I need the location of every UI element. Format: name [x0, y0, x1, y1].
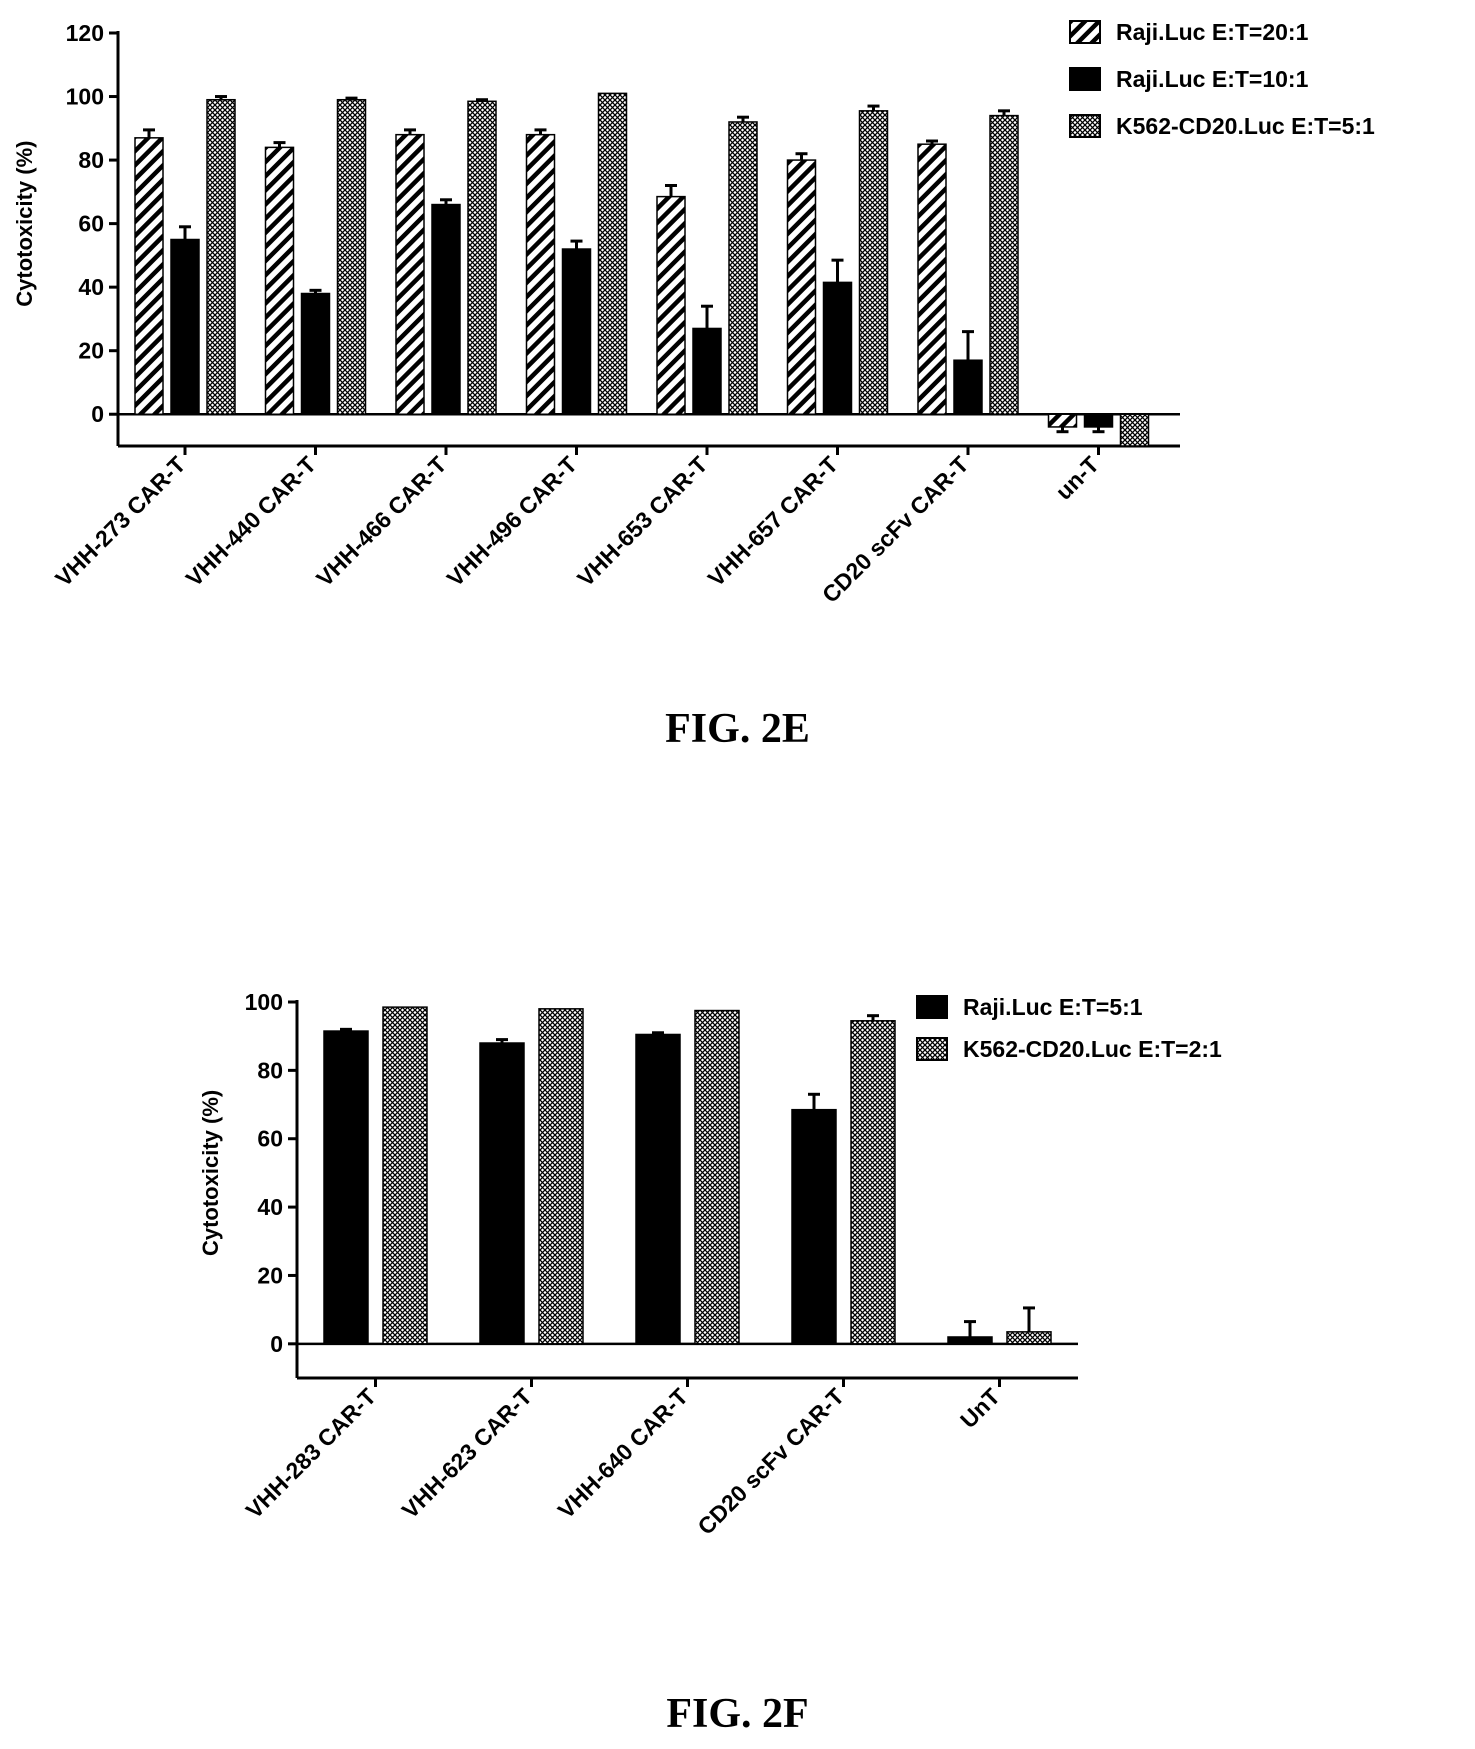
bar-k562-cd20-luc-e-t-2-1-vhh-283-car-t	[382, 1006, 428, 1345]
bar-raji-luc-e-t-10-1-vhh-657-car-t	[822, 281, 853, 415]
bar-raji-luc-e-t-5-1-unt	[947, 1336, 993, 1345]
legend-label-raji-luc-e-t-5-1: Raji.Luc E:T=5:1	[963, 994, 1143, 1020]
bar-raji-luc-e-t-10-1-vhh-653-car-t	[692, 327, 722, 415]
bar-raji-luc-e-t-10-1-un-t	[1083, 413, 1114, 428]
x-tick-label-vhh-623-car-t: VHH-623 CAR-T	[397, 1383, 537, 1523]
bar-raji-luc-e-t-5-1-vhh-640-car-t	[635, 1033, 681, 1345]
caption-fig-2f: FIG. 2F	[666, 1691, 809, 1737]
y-tick-label: 60	[78, 211, 104, 237]
legend-swatch-raji-luc-e-t-10-1	[1069, 67, 1101, 91]
x-tick-label-vhh-466-car-t: VHH-466 CAR-T	[311, 451, 451, 591]
bar-raji-luc-e-t-5-1-vhh-623-car-t	[479, 1042, 525, 1345]
y-tick-label: 120	[66, 20, 104, 46]
y-tick-label: 40	[78, 274, 104, 300]
y-axis-title: Cytotoxicity (%)	[12, 140, 37, 306]
bar-k562-cd20-luc-e-t-5-1-un-t	[1119, 413, 1150, 447]
x-tick-label-vhh-440-car-t: VHH-440 CAR-T	[181, 451, 321, 591]
x-tick-label-unt: UnT	[955, 1383, 1005, 1433]
bar-k562-cd20-luc-e-t-2-1-unt	[1006, 1331, 1052, 1345]
bar-k562-cd20-luc-e-t-2-1-vhh-640-car-t	[694, 1009, 740, 1345]
legend-label-raji-luc-e-t-20-1: Raji.Luc E:T=20:1	[1116, 19, 1309, 45]
bar-raji-luc-e-t-20-1-vhh-653-car-t	[656, 195, 686, 415]
bar-k562-cd20-luc-e-t-5-1-vhh-657-car-t	[858, 110, 889, 415]
bar-raji-luc-e-t-20-1-vhh-273-car-t	[134, 137, 164, 415]
y-tick-label: 60	[257, 1126, 283, 1152]
legend-swatch-raji-luc-e-t-20-1	[1069, 20, 1101, 44]
x-tick-label-vhh-496-car-t: VHH-496 CAR-T	[442, 451, 582, 591]
y-tick-label: 0	[91, 401, 104, 427]
x-tick-label-un-t: un-T	[1050, 451, 1104, 505]
bar-raji-luc-e-t-10-1-vhh-466-car-t	[431, 203, 461, 415]
bar-k562-cd20-luc-e-t-2-1-cd20-scfv-car-t	[850, 1020, 896, 1345]
bar-k562-cd20-luc-e-t-2-1-vhh-623-car-t	[538, 1008, 584, 1345]
chart-fig-2e: 0 20 40 60 80 100 120 Cytotoxicity (%) VHH-273 C…	[12, 19, 1375, 608]
bar-raji-luc-e-t-10-1-cd20-scfv-car-t	[953, 359, 983, 415]
bar-raji-luc-e-t-20-1-vhh-440-car-t	[264, 146, 295, 415]
x-tick-label-vhh-273-car-t: VHH-273 CAR-T	[50, 451, 190, 591]
x-tick-label-vhh-657-car-t: VHH-657 CAR-T	[703, 451, 843, 591]
x-tick-label-cd20-scfv-car-t: CD20 scFv CAR-T	[817, 451, 974, 608]
y-tick-label: 40	[257, 1194, 283, 1220]
bar-k562-cd20-luc-e-t-5-1-vhh-496-car-t	[597, 92, 628, 415]
legend-swatch-k562-cd20-luc-e-t-2-1	[916, 1037, 948, 1061]
x-tick-label-vhh-640-car-t: VHH-640 CAR-T	[553, 1383, 693, 1523]
legend-swatch-k562-cd20-luc-e-t-5-1	[1069, 114, 1101, 138]
bar-k562-cd20-luc-e-t-5-1-vhh-653-car-t	[728, 121, 758, 415]
y-tick-label: 80	[257, 1057, 283, 1083]
bar-raji-luc-e-t-20-1-un-t	[1047, 413, 1078, 428]
bar-raji-luc-e-t-20-1-vhh-657-car-t	[786, 159, 817, 415]
bar-raji-luc-e-t-5-1-cd20-scfv-car-t	[791, 1108, 837, 1345]
bar-raji-luc-e-t-20-1-vhh-496-car-t	[525, 133, 556, 415]
legend-label-raji-luc-e-t-10-1: Raji.Luc E:T=10:1	[1116, 66, 1309, 92]
bar-raji-luc-e-t-10-1-vhh-273-car-t	[170, 238, 200, 415]
bar-raji-luc-e-t-20-1-cd20-scfv-car-t	[917, 143, 947, 415]
caption-fig-2e: FIG. 2E	[665, 706, 810, 752]
y-tick-label: 20	[257, 1262, 283, 1288]
legend-label-k562-cd20-luc-e-t-2-1: K562-CD20.Luc E:T=2:1	[963, 1036, 1222, 1062]
bar-k562-cd20-luc-e-t-5-1-vhh-440-car-t	[336, 98, 367, 415]
x-tick-label-cd20-scfv-car-t: CD20 scFv CAR-T	[692, 1383, 849, 1540]
y-tick-label: 100	[66, 84, 104, 110]
bar-k562-cd20-luc-e-t-5-1-vhh-273-car-t	[206, 98, 236, 415]
bar-k562-cd20-luc-e-t-5-1-cd20-scfv-car-t	[989, 114, 1019, 415]
y-axis-title: Cytotoxicity (%)	[198, 1090, 223, 1256]
legend-label-k562-cd20-luc-e-t-5-1: K562-CD20.Luc E:T=5:1	[1116, 113, 1375, 139]
y-tick-label: 20	[78, 338, 104, 364]
y-tick-label: 80	[78, 147, 104, 173]
bar-k562-cd20-luc-e-t-5-1-vhh-466-car-t	[467, 100, 497, 415]
x-tick-label-vhh-653-car-t: VHH-653 CAR-T	[572, 451, 712, 591]
y-tick-label: 0	[270, 1331, 283, 1357]
y-tick-label: 100	[245, 989, 283, 1015]
bar-raji-luc-e-t-20-1-vhh-466-car-t	[395, 133, 425, 415]
x-tick-label-vhh-283-car-t: VHH-283 CAR-T	[241, 1383, 381, 1523]
bar-raji-luc-e-t-10-1-vhh-496-car-t	[561, 248, 592, 415]
legend-swatch-raji-luc-e-t-5-1	[916, 995, 948, 1019]
bar-raji-luc-e-t-5-1-vhh-283-car-t	[323, 1030, 369, 1345]
bar-raji-luc-e-t-10-1-vhh-440-car-t	[300, 292, 331, 415]
chart-fig-2f: 0 20 40 60 80 100 Cytotoxicity (%) VHH-283 CAR-…	[198, 989, 1222, 1540]
